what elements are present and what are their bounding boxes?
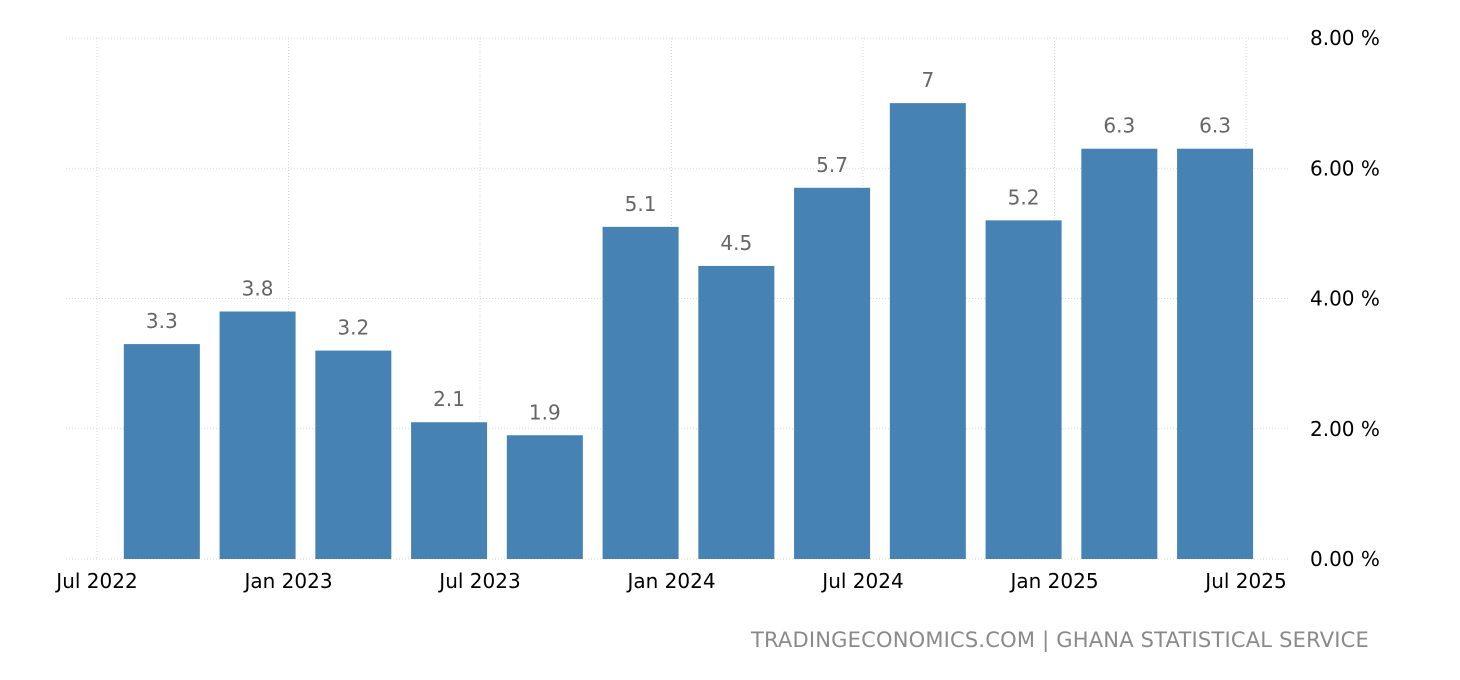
y-tick-label: 6.00 % bbox=[1310, 156, 1380, 180]
data-label: 3.3 bbox=[146, 309, 178, 333]
source-credit: TRADINGECONOMICS.COM | GHANA STATISTICAL… bbox=[750, 628, 1369, 652]
data-label: 6.3 bbox=[1199, 114, 1231, 138]
data-label: 7 bbox=[921, 68, 934, 92]
x-tick-label: Jan 2023 bbox=[242, 569, 332, 593]
bar bbox=[889, 103, 966, 559]
y-tick-label: 4.00 % bbox=[1310, 287, 1380, 311]
bar bbox=[698, 265, 775, 559]
y-tick-label: 8.00 % bbox=[1310, 26, 1380, 50]
x-tick-label: Jul 2022 bbox=[54, 569, 137, 593]
data-label: 5.7 bbox=[816, 153, 848, 177]
bar bbox=[506, 435, 583, 559]
data-label: 5.1 bbox=[625, 192, 657, 216]
bar bbox=[315, 350, 392, 559]
bar bbox=[411, 422, 488, 559]
data-label: 4.5 bbox=[720, 231, 752, 255]
data-label: 2.1 bbox=[433, 387, 465, 411]
x-tick-label: Jul 2023 bbox=[437, 569, 520, 593]
x-tick-label: Jul 2024 bbox=[820, 569, 903, 593]
bar bbox=[602, 226, 679, 560]
data-label: 3.2 bbox=[337, 316, 369, 340]
bar bbox=[1177, 148, 1254, 559]
bar bbox=[219, 311, 296, 559]
data-label: 6.3 bbox=[1103, 114, 1135, 138]
y-tick-label: 0.00 % bbox=[1310, 547, 1380, 571]
bar bbox=[794, 187, 871, 559]
x-tick-label: Jul 2025 bbox=[1203, 569, 1286, 593]
x-tick-label: Jan 2025 bbox=[1008, 569, 1098, 593]
bar bbox=[1081, 148, 1158, 559]
x-tick-label: Jan 2024 bbox=[625, 569, 715, 593]
data-label: 3.8 bbox=[242, 277, 274, 301]
bar bbox=[123, 344, 200, 559]
data-label: 5.2 bbox=[1008, 185, 1040, 209]
bar bbox=[985, 220, 1062, 559]
y-tick-label: 2.00 % bbox=[1310, 417, 1380, 441]
data-label: 1.9 bbox=[529, 400, 561, 424]
